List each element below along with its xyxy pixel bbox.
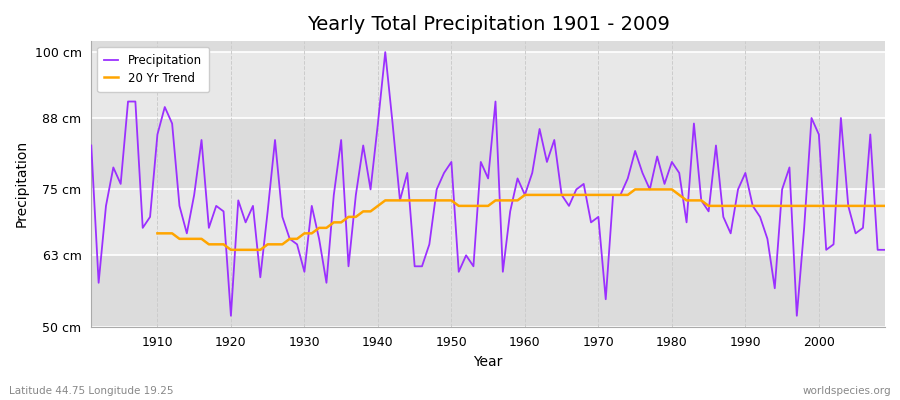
Bar <box>91 52 885 118</box>
20 Yr Trend <box>152 231 163 236</box>
20 Yr Trend <box>879 204 890 208</box>
Line: Precipitation: Precipitation <box>91 52 885 316</box>
Text: worldspecies.org: worldspecies.org <box>803 386 891 396</box>
X-axis label: Year: Year <box>473 355 503 369</box>
Legend: Precipitation, 20 Yr Trend: Precipitation, 20 Yr Trend <box>97 47 209 92</box>
20 Yr Trend <box>858 204 868 208</box>
Precipitation <box>623 176 634 181</box>
Precipitation <box>380 50 391 54</box>
Precipitation <box>314 236 325 241</box>
Line: 20 Yr Trend: 20 Yr Trend <box>158 190 885 250</box>
Precipitation <box>145 214 156 219</box>
20 Yr Trend <box>630 187 641 192</box>
20 Yr Trend <box>835 204 846 208</box>
Precipitation <box>879 248 890 252</box>
20 Yr Trend <box>226 248 237 252</box>
20 Yr Trend <box>299 231 310 236</box>
Y-axis label: Precipitation: Precipitation <box>15 140 29 228</box>
Precipitation <box>86 143 96 148</box>
Precipitation <box>226 313 237 318</box>
20 Yr Trend <box>328 220 339 225</box>
Bar <box>91 118 885 190</box>
Title: Yearly Total Precipitation 1901 - 2009: Yearly Total Precipitation 1901 - 2009 <box>307 15 670 34</box>
20 Yr Trend <box>535 192 545 197</box>
Precipitation <box>526 170 537 175</box>
Bar <box>91 190 885 255</box>
20 Yr Trend <box>593 192 604 197</box>
Text: Latitude 44.75 Longitude 19.25: Latitude 44.75 Longitude 19.25 <box>9 386 174 396</box>
Bar <box>91 255 885 327</box>
Bar <box>91 41 885 52</box>
Precipitation <box>358 143 369 148</box>
Precipitation <box>535 126 545 131</box>
